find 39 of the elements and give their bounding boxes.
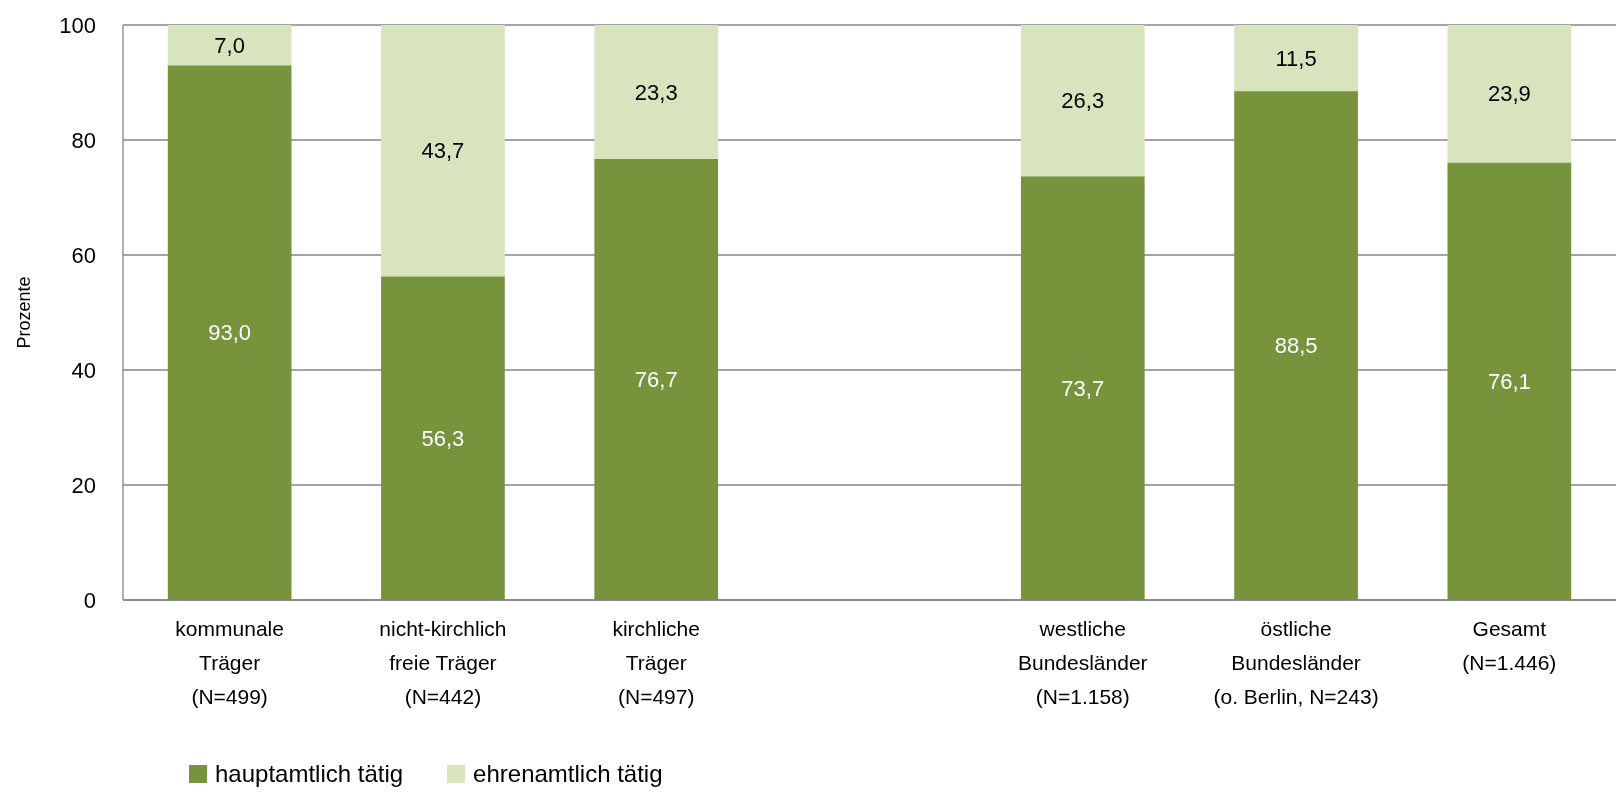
data-label: 7,0: [214, 32, 245, 58]
data-label: 26,3: [1061, 88, 1105, 114]
data-label: 93,0: [208, 320, 252, 346]
x-tick-label: westliche Bundesländer (N=1.158): [1017, 617, 1148, 708]
x-tick-label: Gesamt (N=1.446): [1462, 617, 1557, 674]
y-tick-label: 80: [71, 127, 96, 153]
bar: [1447, 162, 1572, 600]
y-tick-label: 20: [71, 472, 96, 498]
bar: [1020, 25, 1145, 177]
data-label: 76,1: [1487, 368, 1531, 394]
legend-label: hauptamtlich tätig: [215, 760, 404, 788]
x-tick-label: östliche Bundesländer (o. Berlin, N=243): [1213, 617, 1379, 708]
y-tick-label: 0: [83, 587, 96, 613]
data-label: 73,7: [1061, 375, 1105, 401]
bar: [381, 25, 505, 277]
legend-label: ehrenamtlich tätig: [473, 760, 663, 788]
y-tick-label: 100: [59, 12, 96, 38]
data-label: 76,7: [634, 367, 678, 393]
bar: [1234, 25, 1358, 92]
bar: [167, 25, 292, 66]
y-axis-title: Prozente: [14, 276, 34, 349]
data-label: 23,9: [1487, 81, 1531, 107]
y-tick-label: 40: [71, 357, 96, 383]
x-tick-label: nicht-kirchlich freie Träger (N=442): [379, 617, 507, 708]
x-tick-label: kommunale Träger (N=499): [175, 617, 284, 708]
x-tick-label: kirchliche Träger (N=497): [612, 617, 700, 708]
bar: [1447, 25, 1572, 163]
data-label: 43,7: [421, 138, 465, 164]
bar: [1234, 91, 1358, 600]
data-label: 88,5: [1274, 333, 1318, 359]
bar: [594, 158, 719, 600]
data-label: 56,3: [421, 425, 465, 451]
bar: [1020, 176, 1145, 600]
data-label: 11,5: [1275, 45, 1317, 71]
data-label: 23,3: [634, 79, 678, 105]
bar: [167, 65, 292, 600]
bar: [381, 276, 505, 600]
y-tick-label: 60: [71, 242, 96, 268]
bar: [594, 25, 719, 159]
